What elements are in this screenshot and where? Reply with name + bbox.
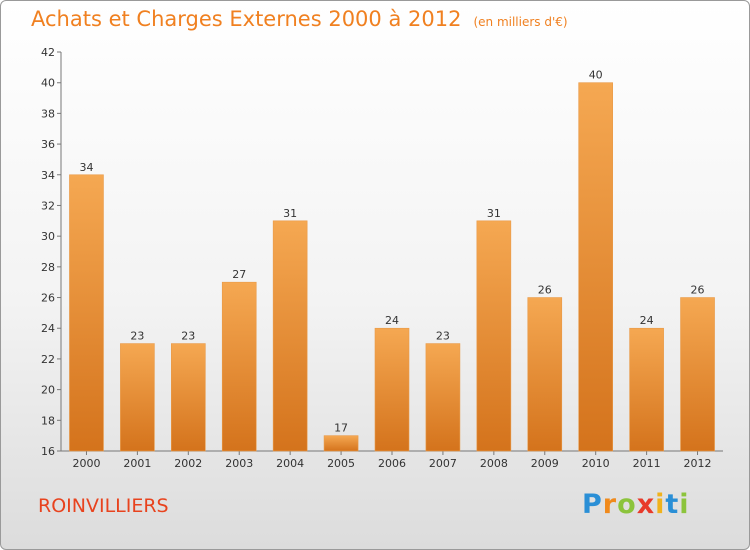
bar-2007 (425, 343, 461, 452)
value-label-2007: 23 (436, 330, 450, 343)
y-tick-label: 32 (41, 199, 55, 212)
y-tick-label: 38 (41, 107, 55, 120)
y-tick-label: 30 (41, 230, 55, 243)
x-tick-label-2002: 2002 (174, 457, 202, 470)
data-labels: 34 23 23 27 31 17 24 23 31 26 40 24 26 (79, 69, 704, 435)
value-label-2009: 26 (538, 284, 552, 297)
value-label-2001: 23 (130, 330, 144, 343)
logo-letter: o (617, 489, 637, 520)
y-tick-label: 22 (41, 353, 55, 366)
x-tick-label-2005: 2005 (327, 457, 355, 470)
y-tick-label: 40 (41, 77, 55, 90)
logo-letter: i (655, 489, 666, 520)
x-tick-label-2004: 2004 (276, 457, 304, 470)
y-tick-label: 28 (41, 261, 55, 274)
x-tick-label-2012: 2012 (684, 457, 712, 470)
value-label-2000: 34 (79, 161, 93, 174)
bar-2010 (578, 82, 613, 452)
value-label-2008: 31 (487, 207, 501, 220)
bar-2005 (323, 435, 359, 452)
value-label-2005: 17 (334, 422, 348, 435)
y-tick-label: 24 (41, 322, 55, 335)
bar-2000 (69, 174, 104, 452)
x-tick-label-2006: 2006 (378, 457, 406, 470)
value-label-2002: 23 (181, 330, 195, 343)
bar-2012 (680, 297, 715, 452)
proxiti-logo: Proxiti (582, 489, 690, 520)
x-tick-label-2003: 2003 (225, 457, 253, 470)
logo-letter: x (636, 489, 656, 520)
x-tick-label-2009: 2009 (531, 457, 559, 470)
y-tick-label: 26 (41, 292, 55, 305)
y-tick-label: 20 (41, 384, 55, 397)
axes: 16 18 20 22 24 26 28 30 32 34 36 38 40 42 2000 2001 2002… (41, 46, 723, 470)
commune-name: ROINVILLIERS (38, 495, 169, 517)
x-tick-label-2007: 2007 (429, 457, 457, 470)
bar-2003 (221, 281, 257, 452)
y-tick-label: 16 (41, 445, 55, 458)
x-tick-label-2000: 2000 (72, 457, 100, 470)
logo-letter: t (665, 489, 680, 520)
logo-letter: i (679, 489, 690, 520)
chart-unit: (en milliers d'€) (473, 15, 568, 29)
y-tick-label: 42 (41, 46, 55, 59)
value-label-2011: 24 (640, 314, 654, 327)
value-label-2006: 24 (385, 314, 399, 327)
value-label-2003: 27 (232, 268, 246, 281)
chart-title: Achats et Charges Externes 2000 à 2012 (e… (31, 7, 568, 31)
x-tick-label-2011: 2011 (633, 457, 661, 470)
y-tick-label: 18 (41, 414, 55, 427)
value-label-2010: 40 (589, 69, 603, 82)
y-tick-label: 34 (41, 169, 55, 182)
x-tick-label-2010: 2010 (582, 457, 610, 470)
x-tick-label-2008: 2008 (480, 457, 508, 470)
bar-2001 (120, 343, 155, 452)
bar-2011 (629, 327, 664, 452)
bar-2002 (171, 343, 206, 452)
chart-title-text: Achats et Charges Externes 2000 à 2012 (31, 7, 462, 31)
bars (69, 82, 715, 452)
value-label-2004: 31 (283, 207, 297, 220)
bar-2009 (527, 297, 563, 452)
bar-2006 (374, 327, 410, 452)
bar-2004 (272, 220, 308, 452)
logo-letter: P (582, 489, 603, 520)
bar-2008 (476, 220, 512, 452)
value-label-2012: 26 (691, 284, 705, 297)
x-tick-label-2001: 2001 (123, 457, 151, 470)
y-tick-label: 36 (41, 138, 55, 151)
logo-letter: r (602, 489, 618, 520)
